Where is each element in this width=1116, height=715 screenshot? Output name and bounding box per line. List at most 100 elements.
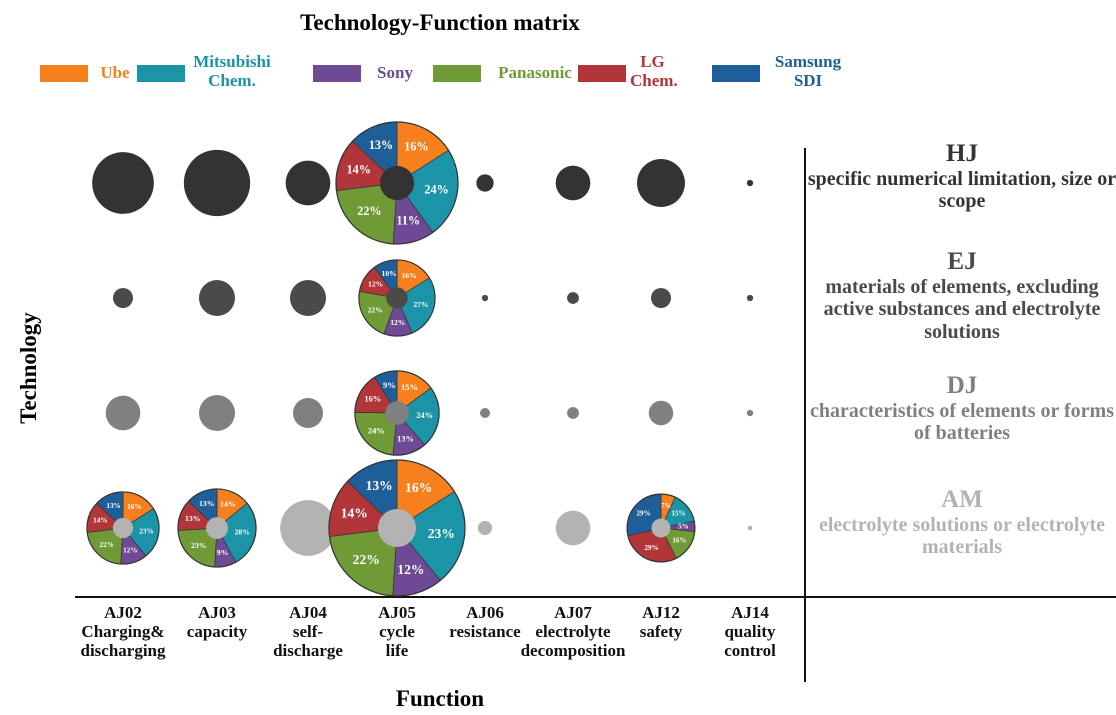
column-code: AJ02 [104,603,142,622]
row-label: HJ specific numerical limitation, size or… [807,140,1116,213]
pie-outline [177,488,257,568]
bubble [637,159,685,207]
legend-label: Ube [100,63,130,82]
legend-swatch [712,65,760,82]
column-code: AJ14 [731,603,769,622]
bubble [480,408,490,418]
column-name: quality control [724,622,776,661]
column-code: AJ05 [378,603,416,622]
pie-label: 27% [413,300,428,309]
pie-label: 13% [369,138,393,152]
column-name: resistance [449,622,521,642]
pie-label: 22% [100,541,114,549]
column-label: AJ03 capacity [187,603,247,641]
pie-outline [86,491,160,565]
pie-label: 15% [672,510,686,518]
bubble [183,149,251,217]
row-code: AM [941,486,983,513]
pie-hole [206,517,228,539]
column-name: electrolyte decomposition [520,622,626,661]
pie-label: 23% [139,527,153,535]
pie-outline [354,370,440,456]
pie-label: 14% [347,162,371,176]
pie-outline [328,459,466,597]
column-label: AJ14 quality control [724,603,776,660]
bubble [477,520,493,536]
column-code: AJ06 [466,603,504,622]
pie-label: 12% [390,318,405,327]
pie-label: 12% [397,562,424,577]
pie-label: 15% [401,382,418,392]
legend-label: Sony [377,63,413,82]
legend-label: Panasonic [498,63,572,82]
legend-swatch [313,65,361,82]
bubble [747,525,753,531]
legend-label: LG Chem. [630,52,678,90]
column-code: AJ04 [289,603,327,622]
column-name: Charging& discharging [80,622,166,661]
bubble [567,407,579,419]
column-label: AJ02 Charging& discharging [80,603,165,660]
pie-label: 14% [220,499,236,508]
bubble [651,288,671,308]
pie-label: 16% [364,393,381,403]
pie-label: 13% [397,433,414,443]
pie-label: 9% [383,380,396,390]
row-name: specific numerical limitation, size or s… [807,168,1116,213]
row-label: DJ characteristics of elements or forms o… [807,372,1116,445]
pie-label: 16% [672,536,686,544]
legend-swatch [578,65,626,82]
column-code: AJ12 [642,603,680,622]
bubble [293,398,323,428]
pie-label: 28% [235,528,251,537]
legend-label: Samsung SDI [774,52,842,90]
row-name: electrolyte solutions or electrolyte mat… [818,514,1105,559]
bubble [105,395,141,431]
bubble [92,152,154,214]
pie-label: 23% [191,541,207,550]
legend-swatch [433,65,481,82]
column-name: self-discharge [273,622,343,661]
bubble [289,279,327,317]
row-name: characteristics of elements or forms of … [810,400,1114,445]
pie-label: 14% [93,516,107,524]
bubble [555,165,591,201]
column-name: safety [639,622,683,642]
bubble [285,160,331,206]
pie-label: 29% [645,544,659,552]
pie-hole [379,165,415,201]
pie-outline [335,121,459,245]
pie-outline [358,259,436,337]
pie-label: 9% [217,548,229,557]
pie-label: 24% [368,426,385,436]
pie-label: 16% [405,480,432,495]
pie-hole [386,287,408,309]
pie-label: 24% [416,410,433,420]
pie-label: 22% [368,305,383,314]
pie-label: 23% [428,526,455,541]
pie-label: 22% [353,552,380,567]
pie-hole [651,518,671,538]
pie-label: 11% [396,213,420,227]
column-name: cycle life [379,622,415,661]
row-name: materials of elements, excluding active … [823,276,1101,343]
pie-hole [385,401,409,425]
bubble [113,288,133,308]
bubble [198,394,236,432]
column-label: AJ05 cycle life [378,603,416,660]
pie-label: 7% [661,502,672,510]
pie-outline [626,493,696,563]
row-code: HJ [946,140,978,167]
legend-swatch [137,65,185,82]
pie-hole [377,508,417,548]
pie-label: 16% [127,503,141,511]
y-axis-label: Technology [16,312,41,424]
bubble [746,294,754,302]
pie-label: 12% [123,546,137,554]
pie-label: 29% [636,510,650,518]
chart-title: Technology-Function matrix [300,10,580,35]
legend-label: Mitsubishi Chem. [193,52,271,90]
pie-label: 16% [404,139,428,153]
row-code: EJ [947,248,977,275]
